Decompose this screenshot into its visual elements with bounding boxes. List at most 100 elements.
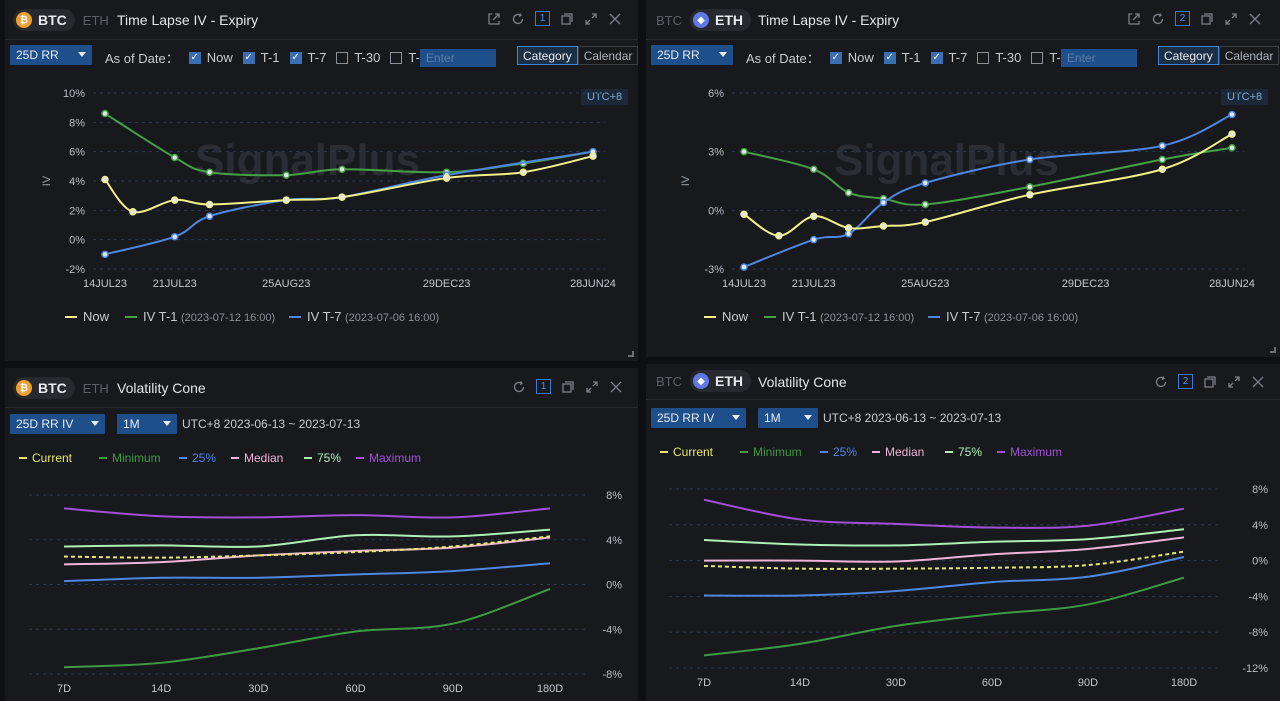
link-group-badge[interactable]: 1 [536, 379, 551, 394]
legend-label-current: Current [673, 445, 714, 459]
y-tick-label: -12% [1242, 663, 1268, 675]
custom-days-input[interactable]: Enter [419, 48, 496, 67]
data-point-now [775, 232, 783, 240]
panel-toolbar: 1 [512, 379, 623, 394]
coin-tab-other[interactable]: ETH [82, 380, 109, 396]
y-tick-label: 0% [1252, 556, 1268, 568]
legend-date-t1: (2023-07-12 16:00) [820, 312, 914, 324]
x-tick-label: 29DEC23 [1062, 278, 1110, 290]
refresh-icon[interactable] [1154, 375, 1168, 389]
calendar-button[interactable]: Calendar [577, 46, 638, 65]
data-point-t1 [1228, 144, 1236, 152]
metric-select[interactable]: 25D RR [10, 45, 92, 65]
panel-eth-time-lapse: BTC ◆ ETH Time Lapse IV - Expiry 2 25D RR… [646, 0, 1280, 357]
duplicate-icon[interactable] [561, 380, 575, 394]
series-line-now [743, 133, 1233, 237]
external-link-icon[interactable] [1127, 12, 1141, 26]
x-tick-label: 180D [537, 683, 563, 695]
coin-tab-selected[interactable]: ◆ ETH [690, 9, 751, 31]
checkbox-t30[interactable] [977, 51, 990, 64]
coin-selected-label: ETH [715, 12, 743, 28]
custom-days-input[interactable]: Enter [1060, 48, 1137, 67]
series-line-p75 [703, 528, 1185, 547]
checkbox-t7[interactable] [930, 51, 943, 64]
expand-icon[interactable] [584, 12, 598, 26]
duplicate-icon[interactable] [560, 12, 574, 26]
option-t-custom-label: T- [408, 50, 420, 65]
checkbox-t1[interactable] [883, 51, 896, 64]
panel-header: BTC ◆ ETH Time Lapse IV - Expiry 2 [646, 0, 1280, 40]
refresh-icon[interactable] [1151, 12, 1165, 26]
panel-toolbar: 2 [1154, 374, 1265, 389]
metric-select[interactable]: 25D RR [651, 45, 733, 65]
calendar-button[interactable]: Calendar [1218, 46, 1280, 65]
coin-tab-other[interactable]: BTC [656, 12, 682, 28]
checkbox-t7[interactable] [289, 51, 302, 64]
data-point-t1 [809, 165, 818, 174]
data-point-now [1158, 165, 1167, 174]
coin-selected-label: BTC [38, 12, 67, 28]
option-t1-label: T-1 [260, 50, 280, 65]
x-tick-label: 90D [1078, 677, 1098, 689]
data-point-now [442, 174, 451, 182]
checkbox-t-custom[interactable] [390, 51, 403, 64]
watermark: SignalPlus [195, 136, 420, 185]
checkbox-t1[interactable] [242, 51, 255, 64]
option-t7-label: T-7 [948, 50, 968, 65]
y-tick-label: 4% [1252, 520, 1268, 532]
link-group-badge[interactable]: 2 [1175, 11, 1190, 26]
volatility-cone-chart: Current Minimum 25% Median 75% Maximum -8% -4% 0… [19, 451, 622, 695]
category-button[interactable]: Category [517, 46, 578, 65]
link-group-badge[interactable]: 2 [1178, 374, 1193, 389]
time-lapse-chart: SignalPlus -2% 0% 2% 4% 6% 8% 10% IV 14JUL23 21JUL… [41, 88, 616, 324]
refresh-icon[interactable] [512, 380, 526, 394]
y-axis-label: IV [680, 175, 692, 186]
legend-label-current: Current [32, 451, 73, 465]
legend-label-t7: IV T-7 [307, 309, 341, 324]
checkbox-t30[interactable] [336, 51, 349, 64]
duplicate-icon[interactable] [1203, 375, 1217, 389]
panel-eth-volatility-cone: BTC ◆ ETH Volatility Cone 2 25D RR IV 1M … [646, 364, 1280, 701]
duplicate-icon[interactable] [1200, 12, 1214, 26]
expand-icon[interactable] [585, 380, 599, 394]
period-select[interactable]: 1M [758, 408, 818, 428]
external-link-icon[interactable] [487, 12, 501, 26]
expand-icon[interactable] [1224, 12, 1238, 26]
panel-header: ₿ BTC ETH Time Lapse IV - Expiry 1 [5, 0, 638, 40]
close-icon[interactable] [1248, 12, 1262, 26]
coin-tab-selected[interactable]: ₿ BTC [13, 9, 75, 31]
series-line-p25 [703, 556, 1185, 597]
checkbox-t-custom[interactable] [1031, 51, 1044, 64]
data-point-now [809, 212, 818, 220]
coin-tab-other[interactable]: ETH [82, 12, 109, 28]
checkbox-now[interactable] [829, 51, 842, 64]
bitcoin-icon: ₿ [16, 12, 32, 28]
coin-selected-label: BTC [38, 380, 67, 396]
series-line-current [703, 550, 1185, 570]
close-icon[interactable] [608, 12, 622, 26]
coin-tab-selected[interactable]: ◆ ETH [690, 370, 751, 392]
metric-select[interactable]: 25D RR IV [10, 414, 105, 434]
coin-tab-other[interactable]: BTC [656, 373, 682, 389]
resize-handle[interactable] [628, 351, 634, 357]
link-group-badge[interactable]: 1 [535, 11, 550, 26]
resize-handle[interactable] [1270, 347, 1276, 353]
series-line-maximum [63, 507, 551, 519]
period-select-value: 1M [764, 411, 781, 425]
data-point-t7 [740, 263, 748, 271]
close-icon[interactable] [1251, 375, 1265, 389]
coin-tab-selected[interactable]: ₿ BTC [13, 377, 75, 399]
legend-label-minimum: Minimum [112, 451, 161, 465]
close-icon[interactable] [609, 380, 623, 394]
refresh-icon[interactable] [511, 12, 525, 26]
checkbox-now[interactable] [188, 51, 201, 64]
panel-btc-volatility-cone: ₿ BTC ETH Volatility Cone 1 25D RR IV 1M … [5, 368, 638, 701]
metric-select[interactable]: 25D RR IV [651, 408, 746, 428]
period-select[interactable]: 1M [117, 414, 177, 434]
data-point-now [589, 152, 597, 160]
expand-icon[interactable] [1227, 375, 1241, 389]
data-point-t1 [844, 188, 853, 197]
category-button[interactable]: Category [1158, 46, 1219, 65]
y-tick-label: -4% [602, 624, 622, 636]
option-t1-label: T-1 [901, 50, 921, 65]
